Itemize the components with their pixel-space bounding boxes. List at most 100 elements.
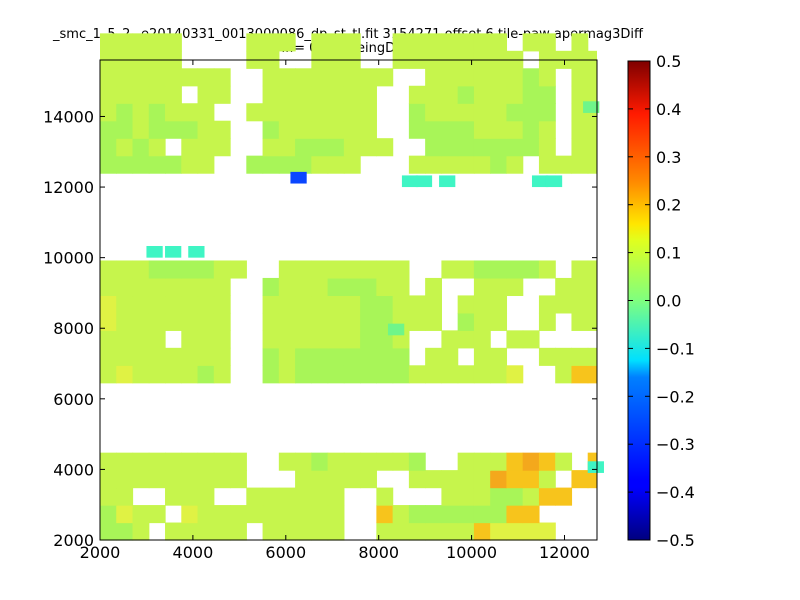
heatmap-cell — [343, 295, 361, 314]
heatmap-cell — [311, 365, 329, 384]
heatmap-cell — [116, 120, 134, 139]
heatmap-cell — [343, 470, 361, 489]
heatmap-cell — [148, 277, 166, 297]
heatmap-cell — [506, 330, 524, 349]
heatmap-cell — [116, 312, 134, 331]
heatmap-cell — [100, 68, 117, 87]
colorbar-tick-label: 0.4 — [656, 100, 681, 119]
heatmap-cell — [343, 33, 361, 52]
heatmap-cell — [100, 312, 117, 331]
heatmap-cell — [213, 470, 231, 489]
heatmap-cell — [360, 68, 377, 87]
heatmap-cell — [490, 277, 508, 297]
heatmap-cell — [392, 522, 410, 541]
heatmap-cell — [146, 246, 163, 258]
heatmap-cell — [327, 155, 345, 174]
heatmap-cell — [311, 103, 329, 122]
heatmap-cell — [473, 277, 491, 297]
heatmap-cell — [587, 260, 597, 279]
heatmap-cell — [132, 522, 150, 541]
heatmap-cell — [343, 365, 361, 384]
heatmap-cell — [538, 347, 556, 366]
heatmap-cell — [197, 85, 215, 104]
heatmap-cell — [181, 155, 199, 174]
heatmap-cell — [295, 312, 312, 331]
heatmap-cell — [571, 260, 589, 279]
heatmap-cell — [100, 505, 117, 524]
heatmap-cell — [213, 138, 231, 157]
heatmap-cell — [165, 155, 182, 174]
heatmap-cell — [311, 505, 329, 524]
heatmap-cell — [246, 33, 264, 52]
heatmap-cell — [278, 487, 296, 506]
heatmap-cell — [116, 522, 134, 541]
heatmap-cell — [587, 461, 604, 473]
heatmap-cell — [327, 260, 345, 279]
heatmap-cell — [165, 277, 182, 297]
heatmap-cell — [311, 452, 329, 471]
heatmap-cell — [425, 470, 442, 489]
heatmap-cell — [457, 505, 475, 524]
heatmap-cell — [213, 295, 231, 314]
heatmap-cell — [295, 470, 312, 489]
heatmap-cell — [132, 365, 150, 384]
heatmap-cell — [148, 33, 166, 52]
heatmap-cell — [457, 85, 475, 104]
heatmap-cell — [441, 347, 459, 366]
heatmap-cell — [531, 175, 549, 188]
heatmap-cell — [490, 365, 508, 384]
heatmap-cell — [490, 522, 508, 541]
heatmap-cell — [295, 487, 312, 506]
heatmap-cell — [278, 33, 296, 52]
heatmap-cell — [392, 452, 410, 471]
heatmap-cell — [197, 487, 215, 506]
heatmap-cell — [327, 295, 345, 314]
heatmap-cell — [132, 277, 150, 297]
heatmap-cell — [311, 330, 329, 349]
heatmap-cell — [490, 470, 508, 489]
heatmap-cell — [100, 155, 117, 174]
heatmap-cell — [165, 260, 182, 279]
heatmap-cell — [490, 33, 508, 52]
heatmap-cell — [116, 103, 134, 122]
heatmap-cell — [522, 260, 540, 279]
heatmap-cell — [181, 260, 199, 279]
y-tick-label: 8000 — [53, 319, 94, 338]
heatmap-cell — [587, 138, 597, 157]
heatmap-cell — [425, 295, 442, 314]
heatmap-cell — [392, 277, 410, 297]
heatmap-cell — [343, 85, 361, 104]
heatmap-cell — [262, 330, 280, 349]
heatmap-cell — [278, 155, 296, 174]
heatmap-cell — [262, 347, 280, 366]
heatmap-cell — [555, 347, 573, 366]
heatmap-cell — [490, 487, 508, 506]
heatmap-cell — [425, 505, 442, 524]
heatmap-cell — [506, 68, 524, 87]
heatmap-cell — [213, 365, 231, 384]
heatmap-cell — [408, 470, 426, 489]
heatmap-cell — [522, 452, 540, 471]
heatmap-cell — [148, 85, 166, 104]
heatmap-cell — [587, 277, 597, 297]
heatmap-cell — [148, 505, 166, 524]
heatmap-cell — [392, 505, 410, 524]
heatmap-cell — [278, 452, 296, 471]
heatmap-cell — [311, 85, 329, 104]
heatmap-cell — [278, 330, 296, 349]
heatmap-cell — [343, 312, 361, 331]
heatmap-cell — [457, 68, 475, 87]
heatmap-cell — [490, 505, 508, 524]
heatmap-cell — [587, 120, 597, 139]
heatmap-cell — [181, 120, 199, 139]
heatmap-cell — [311, 312, 329, 331]
heatmap-cell — [490, 138, 508, 157]
heatmap-cell — [457, 138, 475, 157]
heatmap-cell — [295, 85, 312, 104]
x-tick-label: 6000 — [265, 543, 306, 562]
colorbar-tick-label: 0.1 — [656, 244, 681, 263]
heatmap-cell — [327, 365, 345, 384]
heatmap-cell — [148, 347, 166, 366]
heatmap-cell — [132, 33, 150, 52]
heatmap-cell — [441, 260, 459, 279]
